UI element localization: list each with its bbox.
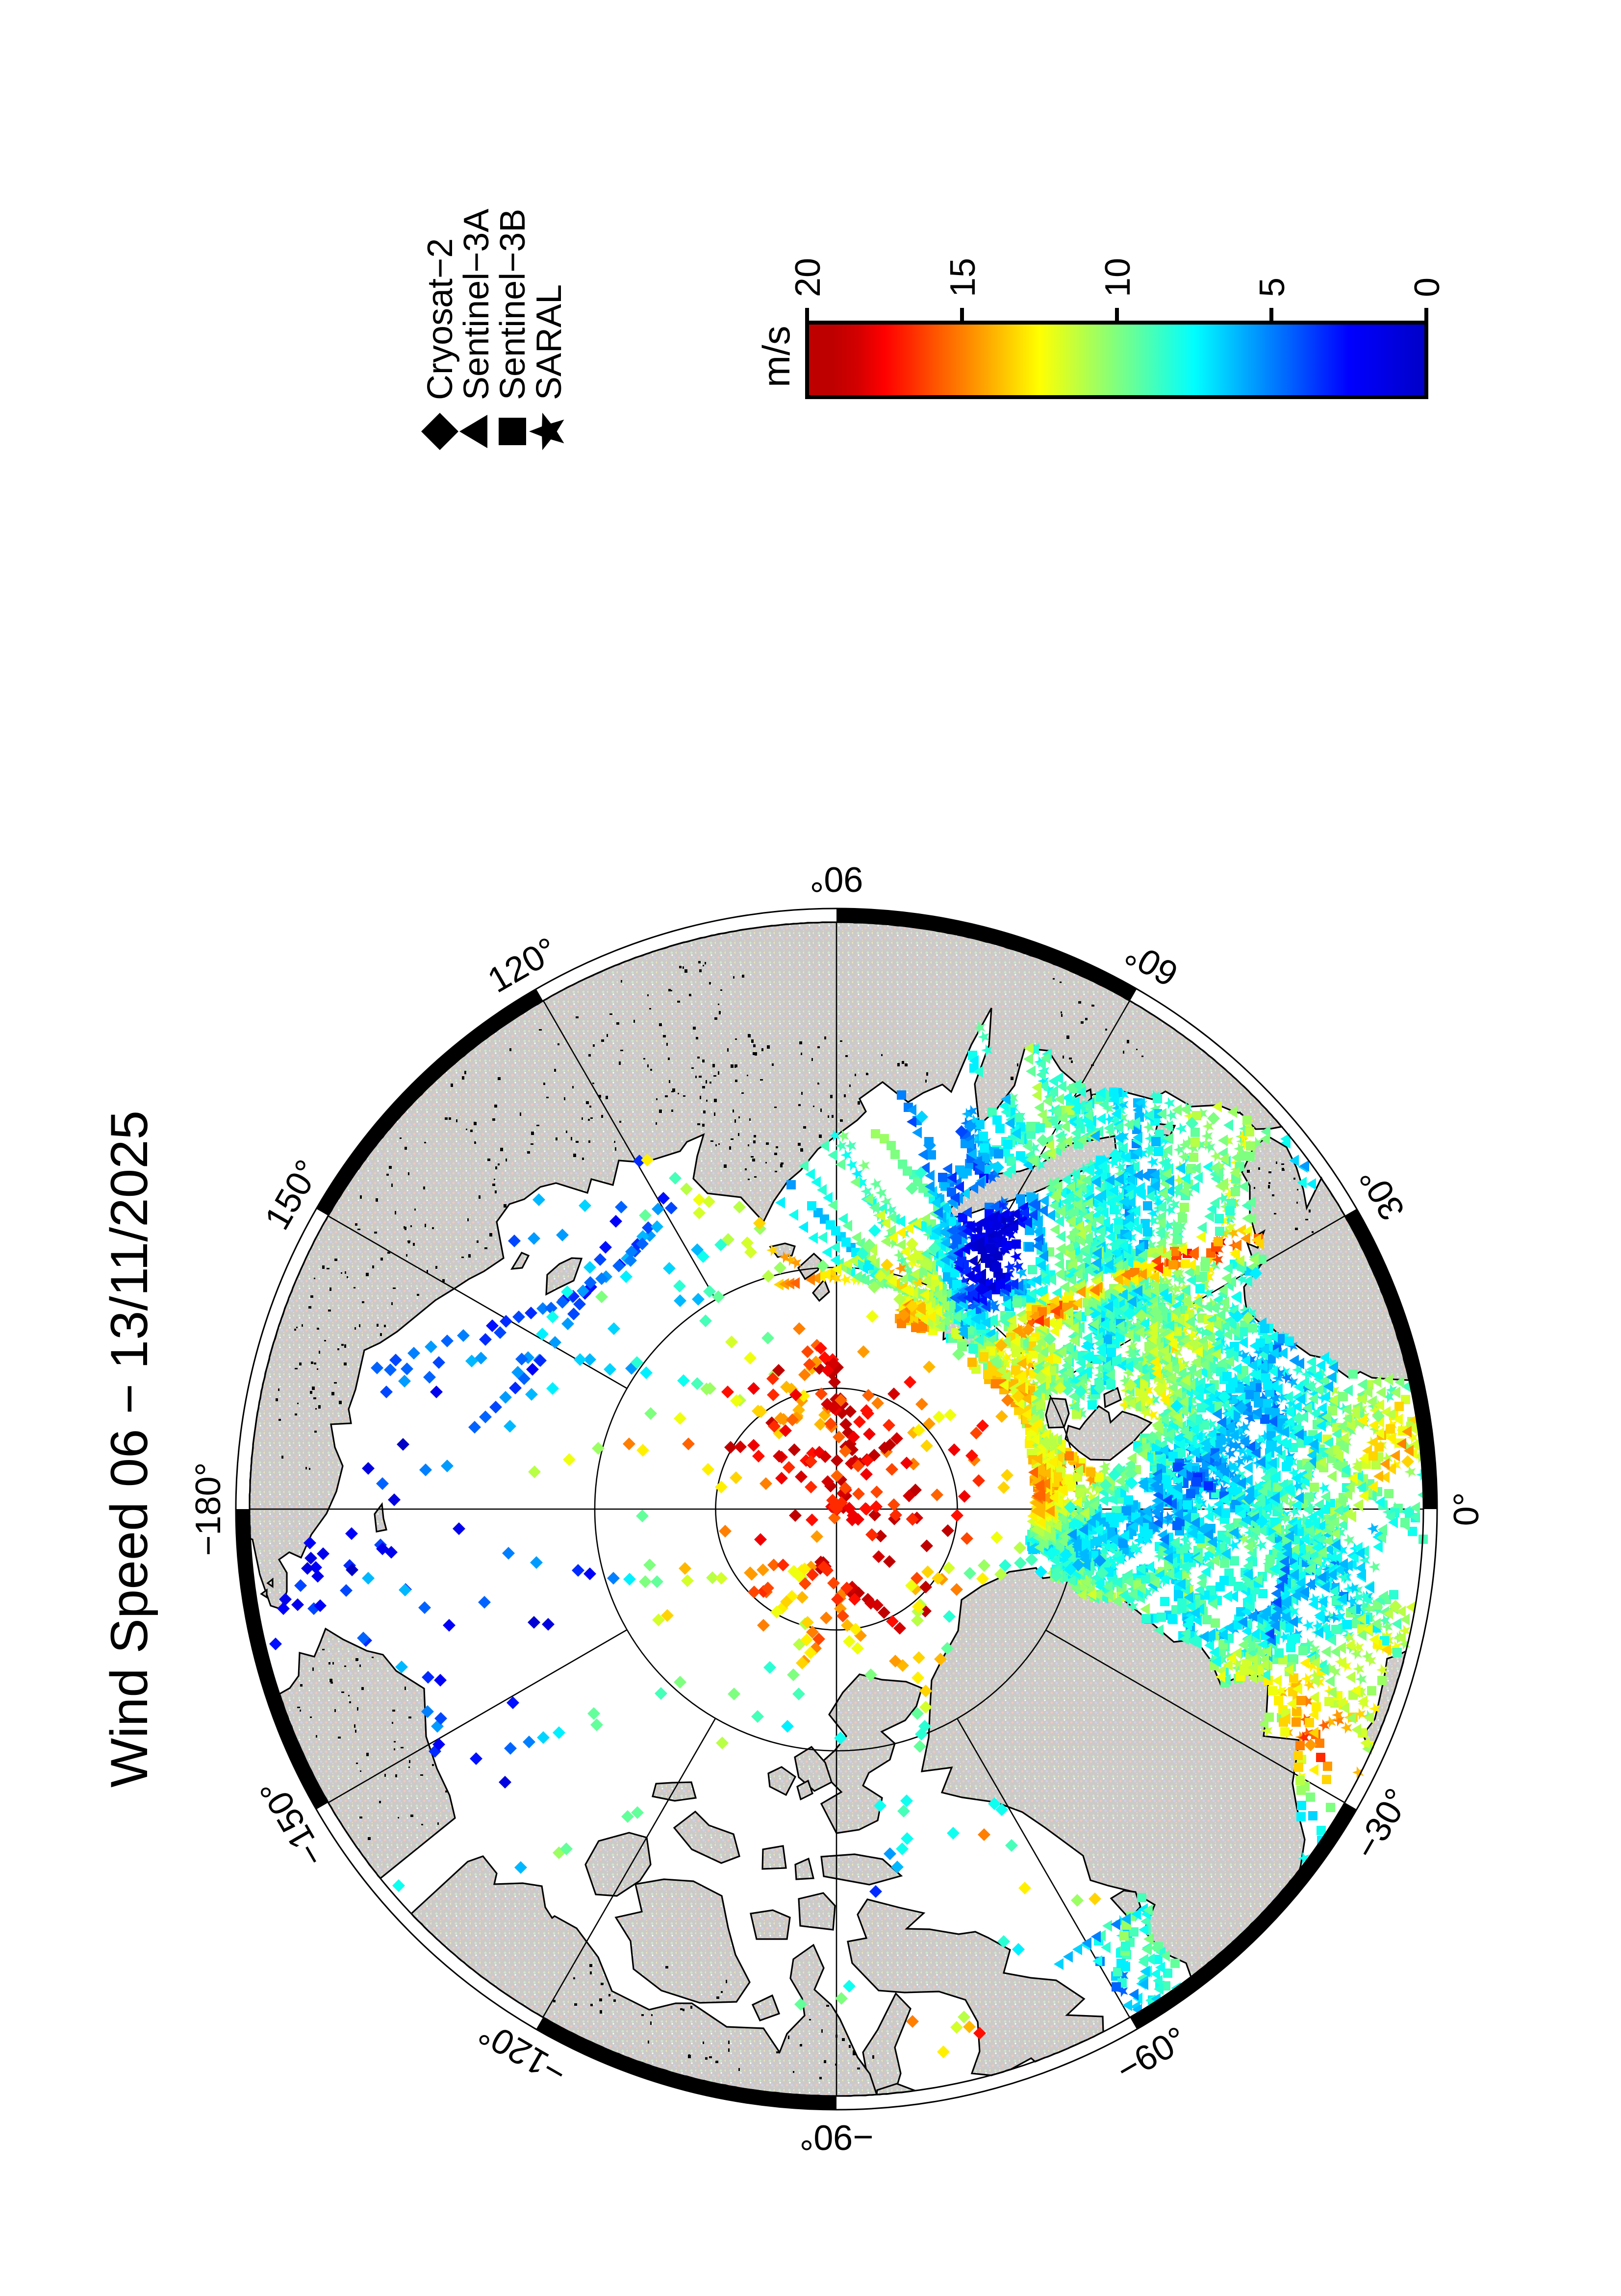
svg-text:5: 5 bbox=[1253, 278, 1292, 297]
svg-text:20: 20 bbox=[788, 258, 828, 297]
svg-text:Wind Speed 06 − 13/11/2025: Wind Speed 06 − 13/11/2025 bbox=[100, 1110, 158, 1788]
svg-text:m/s: m/s bbox=[755, 326, 798, 387]
svg-text:0°: 0° bbox=[1447, 1492, 1486, 1526]
svg-text:Sentinel−3B: Sentinel−3B bbox=[493, 209, 532, 400]
svg-text:Cryosat−2: Cryosat−2 bbox=[421, 238, 460, 400]
svg-text:−180°: −180° bbox=[189, 1463, 228, 1556]
svg-text:SARAL: SARAL bbox=[530, 284, 569, 400]
svg-text:15: 15 bbox=[943, 258, 983, 297]
svg-text:90°: 90° bbox=[810, 859, 863, 899]
svg-text:0: 0 bbox=[1408, 278, 1447, 297]
svg-text:10: 10 bbox=[1098, 258, 1138, 297]
svg-text:Sentinel−3A: Sentinel−3A bbox=[457, 209, 496, 400]
svg-text:−90°: −90° bbox=[800, 2118, 874, 2157]
